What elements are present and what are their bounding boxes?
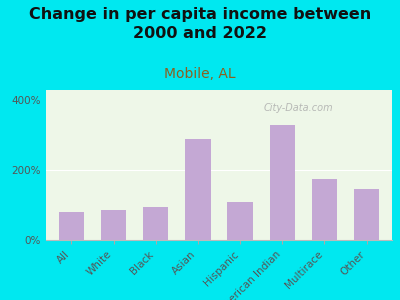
Bar <box>312 179 337 240</box>
Bar <box>101 210 126 240</box>
Text: City-Data.com: City-Data.com <box>264 103 333 113</box>
Text: Mobile, AL: Mobile, AL <box>164 68 236 82</box>
Bar <box>354 189 379 240</box>
Bar <box>228 202 253 240</box>
Bar <box>143 207 168 240</box>
Bar <box>270 125 295 240</box>
Bar <box>185 139 210 240</box>
Text: Change in per capita income between
2000 and 2022: Change in per capita income between 2000… <box>29 8 371 41</box>
Bar <box>59 212 84 240</box>
